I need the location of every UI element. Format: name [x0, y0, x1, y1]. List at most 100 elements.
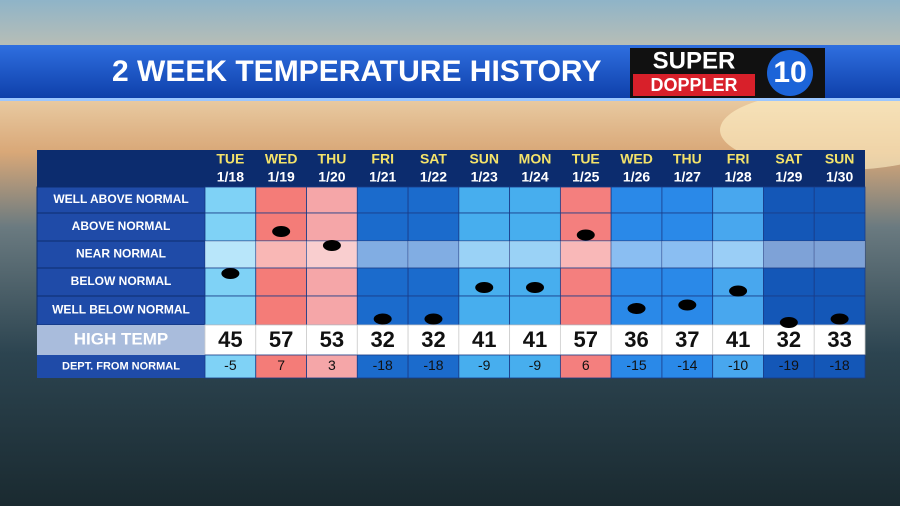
title-bar-edge — [0, 98, 900, 101]
dept-cell — [813, 354, 866, 379]
dept-dot — [526, 282, 544, 293]
dept-dot — [424, 313, 443, 325]
near-normal-tint — [509, 241, 561, 268]
high-cell — [306, 324, 358, 356]
cell — [661, 267, 714, 297]
day-date: 1/22 — [420, 169, 447, 185]
logo-bottom — [633, 74, 755, 96]
cell — [712, 295, 764, 326]
dept-dot — [830, 313, 849, 325]
near-normal-tint — [661, 241, 713, 268]
dept-value: -18 — [423, 357, 443, 373]
dept-dot — [272, 226, 291, 237]
high-temp: 33 — [827, 327, 851, 352]
cell — [509, 212, 561, 242]
high-temp: 41 — [726, 327, 750, 352]
day-name: FRI — [371, 151, 394, 167]
day-name: SAT — [775, 151, 802, 167]
cell — [559, 186, 612, 214]
cell — [306, 295, 358, 326]
cell — [610, 186, 663, 214]
cell — [306, 212, 358, 242]
high-temp: 45 — [218, 327, 242, 352]
cell — [204, 186, 257, 214]
cell — [763, 186, 815, 214]
dept-value: 3 — [328, 357, 336, 373]
dept-dot — [678, 299, 697, 311]
cell — [458, 240, 511, 269]
cell — [763, 240, 815, 269]
dept-dot — [373, 313, 392, 325]
day-date: 1/30 — [826, 169, 853, 185]
cell — [559, 295, 612, 326]
high-temp: 53 — [320, 327, 344, 352]
dept-dot — [627, 303, 646, 314]
high-cell — [458, 324, 511, 356]
near-normal-tint — [408, 241, 459, 268]
row-label-bg — [36, 240, 206, 269]
day-date: 1/26 — [623, 169, 650, 185]
day-name: SUN — [469, 151, 499, 167]
day-date: 1/23 — [471, 169, 498, 185]
dept-value: -18 — [829, 357, 849, 373]
cell — [712, 212, 764, 242]
cell — [559, 267, 612, 297]
dept-dot — [779, 317, 798, 328]
high-label-bg — [37, 325, 205, 355]
near-normal-tint — [611, 241, 662, 268]
day-name: SUN — [825, 151, 855, 167]
day-name: TUE — [216, 151, 244, 167]
high-temp: 37 — [675, 327, 699, 352]
day-date: 1/28 — [724, 169, 751, 185]
high-temp: 57 — [269, 327, 293, 352]
high-temp: 32 — [370, 327, 394, 352]
cell — [610, 267, 663, 297]
cell — [661, 212, 714, 242]
dept-dot — [576, 229, 595, 241]
day-date: 1/20 — [318, 169, 345, 185]
high-temp: 41 — [472, 327, 496, 352]
row-label-bg — [36, 186, 206, 214]
cell — [458, 186, 511, 214]
cell — [407, 267, 460, 297]
dept-label-bg — [37, 355, 205, 378]
cell — [458, 295, 511, 326]
high-cell — [407, 324, 460, 356]
cell — [458, 212, 511, 242]
cell — [255, 267, 307, 297]
cell — [356, 267, 409, 297]
sun-glow — [720, 90, 900, 170]
row-label: NEAR NORMAL — [76, 247, 166, 261]
cell — [255, 240, 307, 269]
cell — [610, 212, 663, 242]
logo-bottom-text: DOPPLER — [650, 75, 737, 95]
dept-value: -19 — [779, 357, 799, 373]
dept-dot — [221, 268, 240, 279]
day-name: MON — [519, 151, 552, 167]
day-date: 1/27 — [674, 169, 701, 185]
dept-value: 7 — [277, 357, 285, 373]
day-date: 1/18 — [217, 169, 244, 185]
near-normal-tint — [814, 241, 865, 268]
high-temp: 36 — [624, 327, 648, 352]
dept-value: -14 — [677, 357, 697, 373]
row-label: BELOW NORMAL — [71, 274, 172, 288]
near-normal-tint — [458, 241, 510, 268]
cell — [813, 240, 866, 269]
logo-number: 10 — [773, 56, 806, 89]
day-date: 1/25 — [572, 169, 599, 185]
near-normal-tint — [205, 241, 256, 268]
day-name: TUE — [572, 151, 600, 167]
cell — [306, 186, 358, 214]
row-label: WELL BELOW NORMAL — [52, 303, 190, 317]
cell — [356, 212, 409, 242]
high-temp: 32 — [777, 327, 801, 352]
row-label: WELL ABOVE NORMAL — [53, 192, 188, 206]
dept-value: -18 — [373, 357, 393, 373]
high-temp: 41 — [523, 327, 547, 352]
dept-value: 6 — [582, 357, 590, 373]
dept-value: -15 — [626, 357, 646, 373]
high-cell — [255, 324, 307, 356]
dept-label: DEPT. FROM NORMAL — [62, 360, 180, 372]
